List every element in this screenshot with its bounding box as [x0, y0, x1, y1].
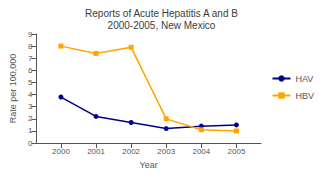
svg-text:9: 9 [28, 30, 33, 39]
svg-text:8: 8 [28, 42, 33, 51]
svg-text:6: 6 [28, 66, 33, 75]
svg-text:7: 7 [28, 54, 33, 63]
svg-text:4: 4 [28, 90, 33, 99]
svg-text:2005: 2005 [228, 147, 246, 156]
svg-text:HAV: HAV [295, 74, 313, 84]
svg-text:3: 3 [28, 102, 33, 111]
svg-text:5: 5 [28, 78, 33, 87]
svg-text:2004: 2004 [192, 147, 210, 156]
svg-text:HBV: HBV [295, 91, 314, 101]
svg-text:Year: Year [140, 160, 158, 170]
svg-text:2002: 2002 [122, 147, 140, 156]
svg-text:Reports of Acute Hepatitis A a: Reports of Acute Hepatitis A and B [85, 8, 238, 19]
svg-text:2000: 2000 [52, 147, 70, 156]
svg-text:2000-2005, New Mexico: 2000-2005, New Mexico [108, 20, 216, 31]
svg-text:2: 2 [28, 114, 33, 123]
svg-text:2003: 2003 [157, 147, 175, 156]
svg-text:2001: 2001 [87, 147, 105, 156]
svg-text:Rate per 100,000: Rate per 100,000 [8, 54, 18, 124]
svg-text:1: 1 [28, 126, 33, 135]
svg-text:0: 0 [28, 139, 33, 148]
